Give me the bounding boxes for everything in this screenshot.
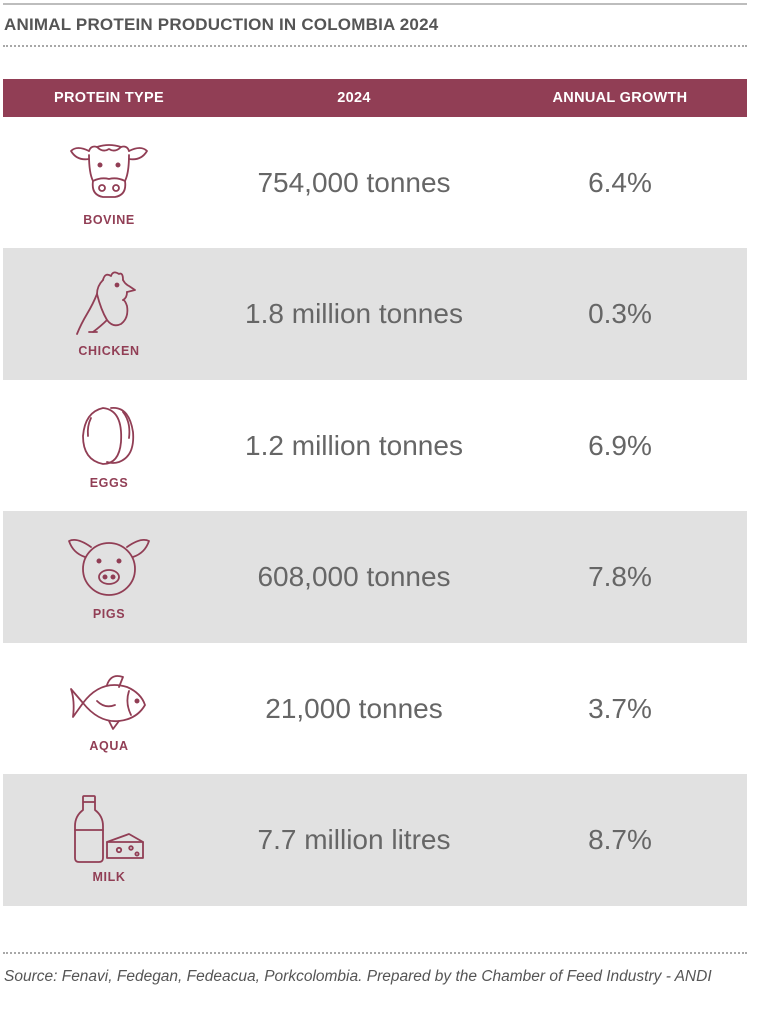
table-row: MILK 7.7 million litres 8.7%: [3, 774, 747, 906]
pig-icon: [67, 533, 151, 601]
protein-type-label: CHICKEN: [78, 344, 140, 358]
growth-value: 0.3%: [588, 298, 652, 329]
production-value: 1.2 million tonnes: [245, 429, 463, 461]
protein-type-cell: CHICKEN: [3, 248, 215, 380]
growth-value: 7.8%: [588, 561, 652, 592]
growth-value: 8.7%: [588, 824, 652, 855]
production-value: 1.8 million tonnes: [245, 298, 463, 329]
protein-type-cell: PIGS: [3, 511, 215, 643]
milk-cheese-icon: [67, 795, 151, 864]
cow-icon: [67, 139, 151, 207]
source-note: Source: Fenavi, Fedegan, Fedeacua, Porkc…: [4, 968, 712, 985]
table-row: CHICKEN 1.8 million tonnes 0.3%: [3, 248, 747, 380]
header-year: 2024: [337, 90, 371, 106]
header-protein-type: PROTEIN TYPE: [54, 90, 164, 106]
protein-type-label: AQUA: [89, 738, 129, 753]
protein-type-cell: EGGS: [3, 380, 215, 511]
table-row: BOVINE 754,000 tonnes 6.4%: [3, 117, 747, 248]
protein-type-cell: BOVINE: [3, 117, 215, 248]
fish-icon: [67, 665, 151, 733]
protein-type-label: EGGS: [89, 475, 129, 490]
protein-type-cell: AQUA: [3, 643, 215, 774]
title-divider: [3, 45, 747, 47]
table-header: PROTEIN TYPE 2024 ANNUAL GROWTH: [3, 79, 747, 117]
production-value: 21,000 tonnes: [265, 692, 443, 724]
protein-type-label: MILK: [92, 870, 126, 884]
protein-type-label: PIGS: [92, 607, 126, 621]
growth-value: 3.7%: [588, 692, 652, 724]
table-row: PIGS 608,000 tonnes 7.8%: [3, 511, 747, 643]
production-value: 608,000 tonnes: [257, 561, 451, 592]
growth-value: 6.9%: [588, 429, 652, 461]
table-row: EGGS 1.2 million tonnes 6.9%: [3, 380, 747, 511]
production-value: 754,000 tonnes: [257, 166, 451, 198]
eggs-icon: [67, 402, 151, 470]
top-rule: [3, 3, 747, 5]
page-title: ANIMAL PROTEIN PRODUCTION IN COLOMBIA 20…: [4, 15, 439, 34]
chicken-icon: [67, 270, 151, 338]
protein-type-label: BOVINE: [83, 212, 135, 227]
protein-type-cell: MILK: [3, 774, 215, 906]
table-row: AQUA 21,000 tonnes 3.7%: [3, 643, 747, 774]
production-value: 7.7 million litres: [257, 824, 451, 855]
source-divider: [3, 952, 747, 954]
production-table: PROTEIN TYPE 2024 ANNUAL GROWTH: [3, 79, 747, 906]
growth-value: 6.4%: [588, 166, 652, 198]
header-annual-growth: ANNUAL GROWTH: [552, 90, 688, 106]
